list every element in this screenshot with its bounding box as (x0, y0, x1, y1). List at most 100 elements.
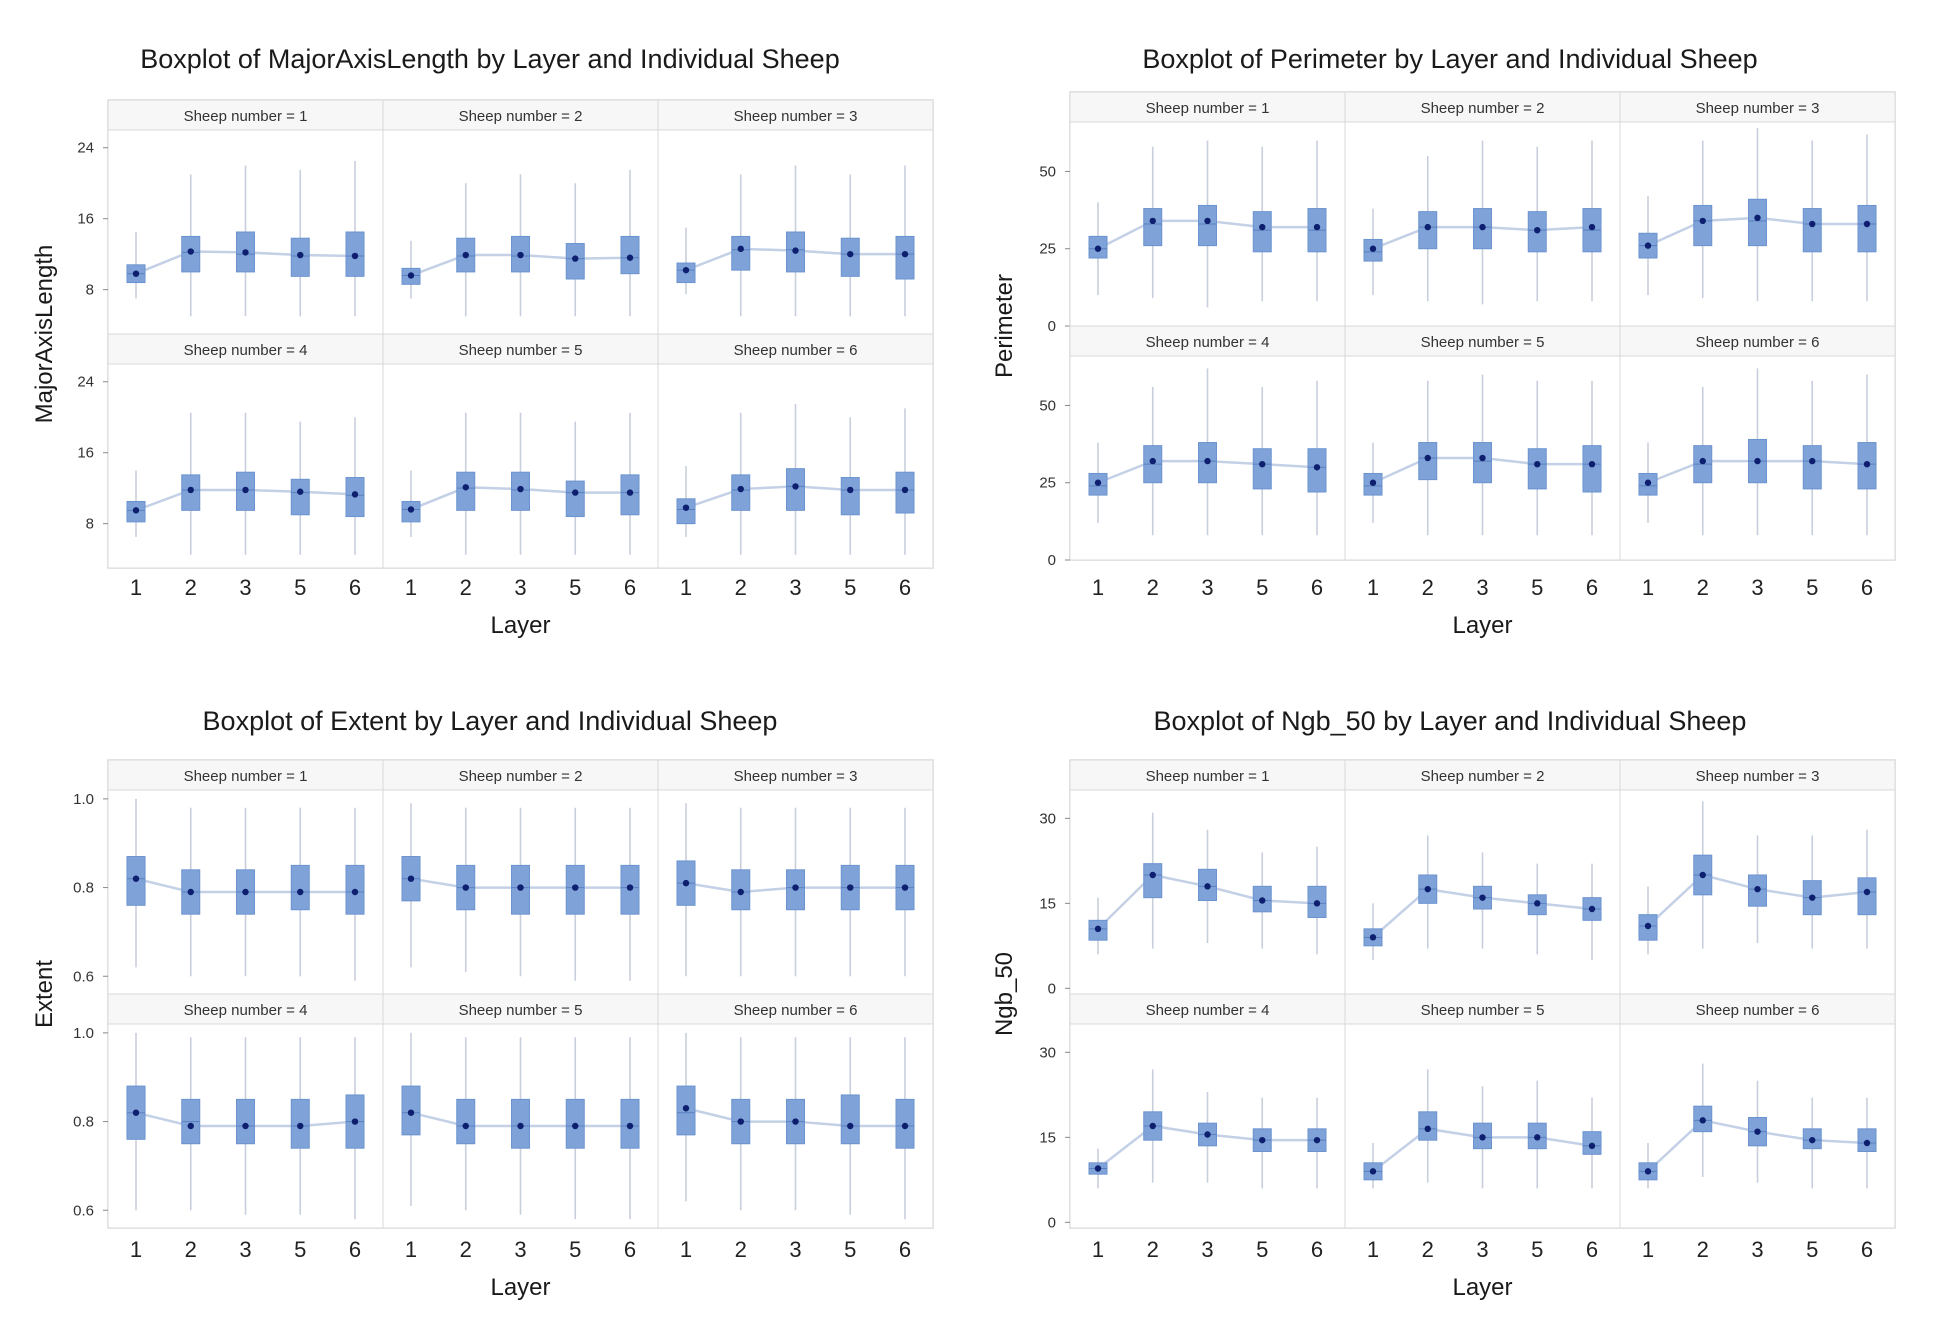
box (1748, 198, 1767, 247)
mean-marker (682, 879, 690, 887)
x-axis-label: Layer (490, 612, 550, 639)
mean-marker (847, 250, 854, 258)
mean-marker (132, 875, 140, 882)
panel-header (107, 759, 384, 791)
x-tick-label: 1 (1092, 1237, 1104, 1262)
y-axis-label: Extent (31, 960, 58, 1028)
mean-marker (1259, 460, 1266, 468)
panel-header-label: Sheep number = 6 (734, 342, 858, 359)
mean-marker (1588, 1142, 1596, 1150)
box (731, 235, 751, 271)
mean-marker (242, 249, 249, 256)
mean-marker (682, 1105, 690, 1112)
chart-2: Boxplot of Perimeter by Layer and Indivi… (991, 44, 1896, 639)
x-tick-label: 3 (1201, 575, 1213, 600)
x-tick-label: 2 (185, 575, 197, 600)
mean-marker (1313, 223, 1321, 231)
mean-marker (187, 1122, 194, 1130)
box (676, 498, 696, 525)
panel-sheep-2: Sheep number = 2 (382, 759, 659, 995)
x-tick-label: 6 (899, 1237, 911, 1262)
panel-header-label: Sheep number = 6 (1696, 1002, 1820, 1019)
panel-header-label: Sheep number = 5 (1421, 1002, 1545, 1019)
y-axis-label: Perimeter (991, 274, 1018, 378)
panel-header-label: Sheep number = 1 (1146, 100, 1270, 117)
mean-marker (1699, 1117, 1706, 1124)
x-tick-label: 3 (514, 575, 526, 600)
panel-header (657, 759, 934, 791)
mean-marker (1149, 217, 1156, 225)
x-axis-label: Layer (1452, 612, 1512, 639)
panel-sheep-3: Sheep number = 3 (657, 759, 934, 995)
mean-marker (1863, 460, 1871, 468)
y-tick-label: 16 (77, 445, 94, 462)
x-tick-label: 6 (1861, 1237, 1873, 1262)
panel-header (1619, 759, 1896, 791)
chart-title: Boxplot of Extent by Layer and Individua… (203, 706, 778, 736)
mean-marker (1369, 479, 1377, 486)
mean-marker (242, 888, 249, 896)
mean-marker (1588, 905, 1596, 913)
mean-marker (1204, 457, 1211, 465)
mean-marker (1149, 1122, 1156, 1130)
mean-marker (407, 875, 415, 882)
mean-marker (462, 1122, 469, 1130)
x-tick-label: 3 (789, 575, 801, 600)
panel-sheep-3: Sheep number = 3 (657, 99, 934, 335)
mean-marker (351, 888, 359, 896)
y-tick-label: 0 (1048, 1214, 1056, 1231)
box (1857, 877, 1877, 916)
box (1857, 204, 1877, 253)
x-tick-label: 2 (1697, 575, 1709, 600)
box (456, 1098, 476, 1145)
x-tick-label: 6 (1861, 575, 1873, 600)
panel-header (382, 993, 659, 1025)
mean-marker (1588, 460, 1596, 468)
panel-sheep-6: Sheep number = 6 1 2 3 5 6 (657, 333, 934, 600)
panel-sheep-2: Sheep number = 2 (382, 99, 659, 335)
x-tick-label: 1 (405, 575, 417, 600)
mean-marker (187, 248, 194, 255)
mean-marker (462, 484, 469, 491)
mean-marker (1534, 900, 1541, 907)
mean-marker (1809, 457, 1816, 465)
y-tick-label: 50 (1039, 163, 1056, 180)
panel-header-label: Sheep number = 3 (734, 108, 858, 125)
mean-marker (1424, 223, 1431, 231)
mean-marker (792, 247, 799, 254)
mean-marker (572, 489, 579, 496)
y-tick-label: 0.8 (73, 880, 94, 897)
y-tick-label: 30 (1039, 1044, 1056, 1061)
mean-marker (847, 884, 854, 891)
x-tick-label: 2 (1422, 1237, 1434, 1262)
x-tick-label: 1 (1367, 1237, 1379, 1262)
mean-marker (1313, 900, 1321, 907)
mean-marker (517, 884, 524, 891)
mean-marker (1369, 934, 1377, 941)
box (1473, 442, 1492, 484)
x-tick-label: 5 (294, 1237, 306, 1262)
panel-header (1619, 993, 1896, 1025)
x-tick-label: 1 (1367, 575, 1379, 600)
x-tick-label: 6 (349, 1237, 361, 1262)
mean-marker (1424, 454, 1431, 462)
y-tick-label: 16 (77, 211, 94, 228)
panel-header-label: Sheep number = 1 (184, 768, 308, 785)
x-tick-label: 5 (1531, 575, 1543, 600)
mean-marker (351, 252, 359, 260)
x-tick-label: 3 (1476, 1237, 1488, 1262)
mean-marker (1699, 217, 1706, 225)
y-axis-label: Ngb_50 (991, 952, 1018, 1036)
mean-marker (132, 270, 140, 277)
mean-marker (792, 884, 799, 891)
x-tick-label: 1 (1642, 575, 1654, 600)
box (1143, 863, 1163, 899)
mean-marker (626, 489, 634, 496)
box (1252, 211, 1272, 253)
x-tick-label: 3 (1751, 575, 1763, 600)
panel-header-label: Sheep number = 2 (459, 768, 583, 785)
mean-marker (517, 485, 524, 493)
y-tick-label: 25 (1039, 241, 1056, 258)
mean-marker (1644, 479, 1652, 486)
chart-1: Boxplot of MajorAxisLength by Layer and … (31, 44, 934, 639)
